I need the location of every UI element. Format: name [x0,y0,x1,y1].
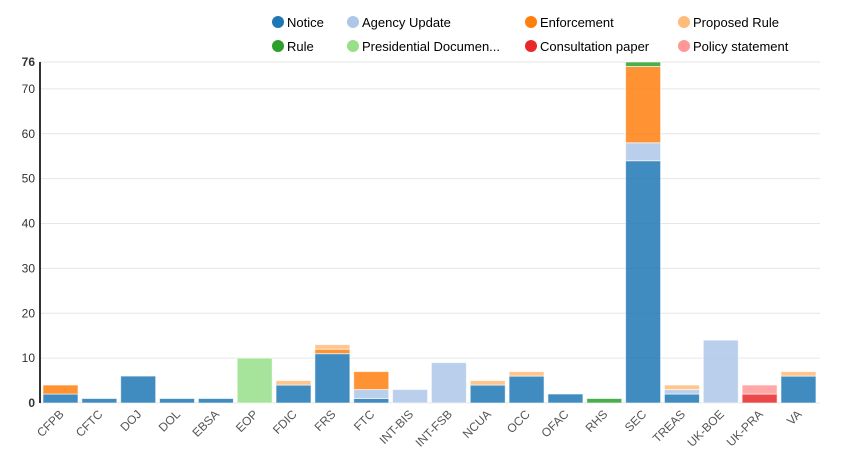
bar-cfpb-enforcement [42,384,79,395]
bar-ebsa-notice [197,398,234,404]
x-tick-label: DOJ [117,407,144,434]
bar-rhs-rule [586,398,623,404]
legend-item: Agency Update [362,15,451,30]
legend-marker [525,16,537,28]
bar-treas-proposed-rule [663,384,700,391]
x-tick-label: INT-BIS [377,407,417,447]
bar-frs-enforcement [314,348,351,355]
bar-treas-notice [663,393,700,404]
x-tick-label: UK-BOE [684,407,726,449]
bar-frs-notice [314,353,351,404]
x-tick-label: RHS [583,407,611,435]
x-tick-label: OCC [504,407,533,436]
legend-marker [678,16,690,28]
legend-marker [272,40,284,52]
y-tick-label: 70 [22,82,36,96]
y-tick-label: 30 [22,261,36,275]
y-tick-label: 0 [28,396,35,410]
legend-item: Rule [287,39,314,54]
y-tick-label: 10 [22,351,36,365]
bar-fdic-notice [275,384,312,404]
bar-va-notice [780,375,817,404]
bar-eop-presidential-documen- [236,357,273,404]
bar-va-proposed-rule [780,371,817,377]
bar-sec-notice [625,160,662,404]
x-tick-label: FDIC [270,407,300,437]
bar-ftc-enforcement [353,371,390,391]
legend-marker [347,40,359,52]
legend-marker [525,40,537,52]
legend-item: Proposed Rule [693,15,779,30]
x-tick-label: TREAS [650,407,688,445]
x-tick-label: NCUA [460,407,494,441]
x-tick-label: EOP [233,407,261,435]
legend-item: Policy statement [693,39,789,54]
bar-ftc-notice [353,398,390,404]
x-tick-label: UK-PRA [724,407,766,449]
bar-cftc-notice [81,398,118,404]
x-tick-label: OFAC [539,407,572,440]
legend-marker [678,40,690,52]
x-tick-label: CFTC [73,407,106,440]
legend-item: Notice [287,15,324,30]
legend-item: Presidential Documen... [362,39,500,54]
x-tick-label: FTC [351,407,378,434]
bar-sec-rule [625,61,662,67]
bar-uk-pra-policy-statement [741,384,778,395]
x-tick-label: CFPB [34,407,67,440]
bar-fdic-proposed-rule [275,380,312,386]
y-tick-label: 40 [22,217,36,231]
bar-int-fsb-agency-update [430,362,467,404]
bar-occ-proposed-rule [508,371,545,377]
x-tick-label: FRS [312,407,339,434]
y-tick-label: 60 [22,127,36,141]
bar-int-bis-agency-update [392,389,429,404]
legend-marker [272,16,284,28]
x-tick-label: INT-FSB [413,407,455,449]
x-tick-label: SEC [622,407,650,435]
bar-ncua-proposed-rule [469,380,506,386]
legend-item: Enforcement [540,15,614,30]
bar-uk-boe-agency-update [702,339,739,404]
bar-uk-pra-consultation-paper [741,393,778,404]
legend-item: Consultation paper [540,39,650,54]
bar-ftc-agency-update [353,389,390,400]
bar-cfpb-notice [42,393,79,404]
bar-ofac-notice [547,393,584,404]
bar-occ-notice [508,375,545,404]
legend-marker [347,16,359,28]
x-tick-label: DOL [156,407,184,435]
bar-doj-notice [120,375,157,404]
bar-treas-agency-update [663,389,700,395]
bar-dol-notice [159,398,196,404]
y-tick-label: 76 [22,55,36,69]
bar-frs-proposed-rule [314,344,351,350]
bar-ncua-notice [469,384,506,404]
y-tick-label: 50 [22,172,36,186]
x-tick-label: VA [784,407,805,428]
y-tick-label: 20 [22,306,36,320]
x-tick-label: EBSA [189,407,222,440]
bar-sec-agency-update [625,142,662,162]
bar-sec-enforcement [625,65,662,144]
